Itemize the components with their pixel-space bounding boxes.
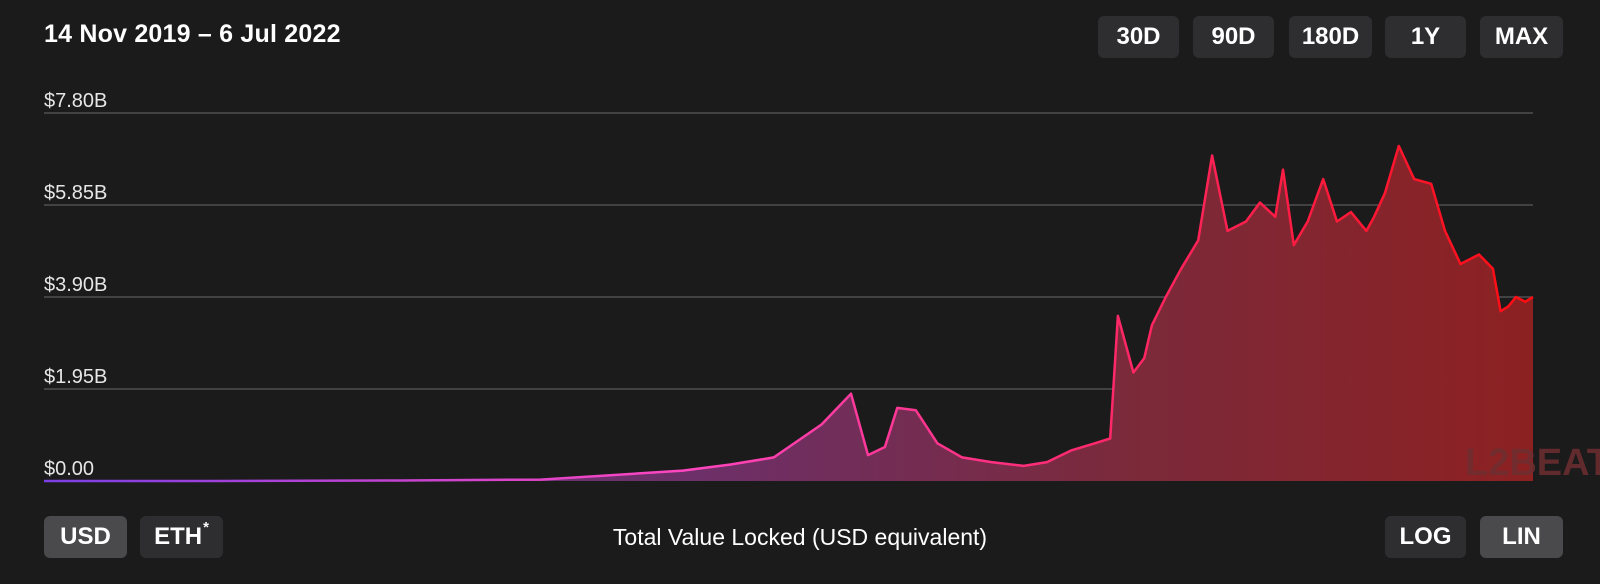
usd-unit-button[interactable]: USD xyxy=(44,516,127,558)
range-max-button[interactable]: MAX xyxy=(1480,16,1563,58)
l2beat-watermark: L2BEAT xyxy=(1465,442,1600,484)
usd-label: USD xyxy=(60,523,111,550)
range-90d-button[interactable]: 90D xyxy=(1193,16,1274,58)
range-30d-button[interactable]: 30D xyxy=(1098,16,1179,58)
y-tick-label: $3.90B xyxy=(44,274,107,296)
svg-text:L2BEAT: L2BEAT xyxy=(1465,442,1600,484)
y-tick-label: $1.95B xyxy=(44,366,107,388)
eth-unit-button[interactable]: ETH * xyxy=(140,516,223,558)
y-tick-label: $5.85B xyxy=(44,182,107,204)
range-1y-button[interactable]: 1Y xyxy=(1385,16,1466,58)
y-tick-label: $7.80B xyxy=(44,90,107,112)
tvl-series-line xyxy=(44,144,1534,483)
range-180d-button[interactable]: 180D xyxy=(1289,16,1372,58)
log-scale-button[interactable]: LOG xyxy=(1385,516,1466,558)
y-axis-ticks: $0.00 $1.95B $3.90B $5.85B $7.80B xyxy=(44,90,107,480)
eth-label: ETH xyxy=(154,523,203,550)
area-series xyxy=(44,144,1534,483)
date-range-title: 14 Nov 2019 – 6 Jul 2022 xyxy=(44,20,341,48)
chart-caption: Total Value Locked (USD equivalent) xyxy=(612,524,988,550)
tvl-area-fill xyxy=(44,146,1533,481)
lin-scale-button[interactable]: LIN xyxy=(1480,516,1563,558)
y-tick-label: $0.00 xyxy=(44,458,94,480)
eth-footnote-mark: * xyxy=(203,518,209,536)
